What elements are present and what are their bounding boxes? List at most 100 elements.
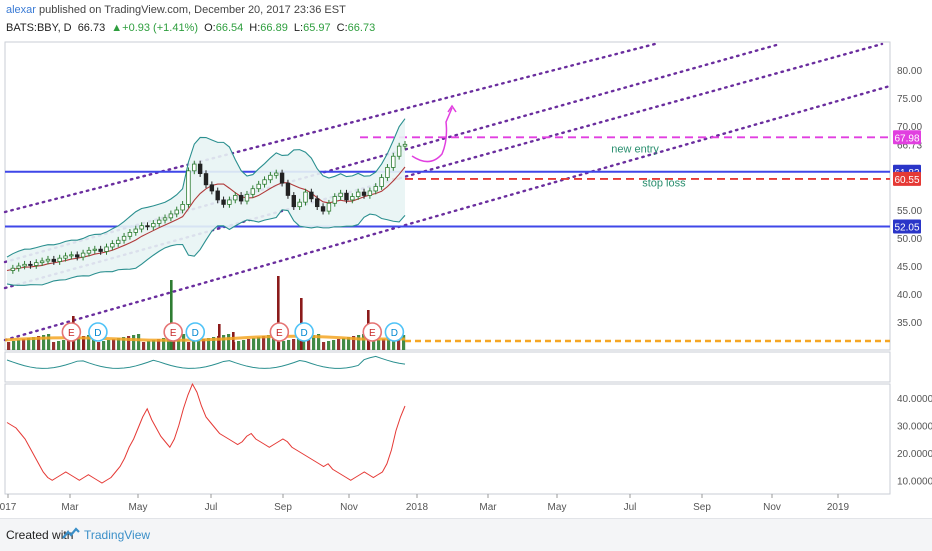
event-marker-icon [88,322,108,342]
volume-bar [312,335,316,350]
candle-body [133,228,138,233]
tradingview-brand-link[interactable]: TradingView [84,528,151,542]
volume-bar [157,339,161,350]
event-marker-icon [294,322,314,342]
close-value: 66.73 [347,22,376,34]
volume-bar [267,335,271,350]
event-marker-icon [384,322,405,342]
candle-body [174,209,179,215]
candle-body [361,191,367,196]
x-tick-label: Sep [274,502,292,513]
candle-body [344,192,349,201]
candle-body [350,196,355,201]
high-value: 66.89 [260,22,288,34]
up-arrow-icon: ▲ [111,22,123,34]
volume-spike [170,280,173,350]
volume-bar [12,341,16,350]
candle-body [385,167,390,178]
candle-body [373,186,378,192]
price-tag [893,130,921,145]
volume-spike [277,276,280,350]
candle-body [396,145,402,157]
volume-bar [402,335,406,350]
volume-bar [307,336,311,350]
x-tick-label: Mar [479,502,497,513]
x-tick-label: Sep [693,502,711,513]
candle-body [75,254,80,258]
event-marker-label: D [301,328,308,339]
candle-body [10,267,16,271]
volume-bar [132,335,136,350]
y-tick-label: 80.00 [897,66,922,77]
candle-body [315,198,320,208]
candle-body [309,191,314,200]
volume-bar [107,340,111,350]
candle-body [379,177,384,187]
symbol-info: BATS:BBY, D 66.73 ▲+0.93 (+1.41%) O:66.5… [6,22,375,34]
volume-bar [237,341,241,350]
open-value: 66.54 [215,22,244,34]
x-tick-label: 017 [0,502,17,513]
volume-bar [242,340,246,350]
channel-line [3,84,892,342]
candle-body [303,191,308,203]
author-link[interactable]: alexar [6,4,36,16]
volume-bar [292,339,296,350]
volume-bar [32,337,36,350]
candle-body [151,223,156,228]
candle-body [233,195,238,201]
volume-bar [257,337,261,350]
projection-path [411,107,453,163]
open-label: O: [204,22,216,34]
volume-bar [327,341,331,350]
price-tag-label: 52.05 [894,223,919,234]
price-tag-label: 67.98 [894,133,919,144]
volume-bar [17,340,21,350]
y-tick-label: 35.00 [897,318,922,329]
close-label: C: [336,22,348,34]
candle-body [256,183,261,190]
volume-bar [332,340,336,350]
volume-bar [147,341,151,350]
candle-body [402,143,408,147]
y-tick-label: 40.00 [897,290,922,301]
volume-bar [227,334,231,350]
volume-bar [212,337,216,350]
candle-body [16,265,21,269]
candle-body [203,173,209,186]
volume-bar [57,341,61,350]
chart-annotation: new entry [611,143,659,155]
chart-annotation: stop loss [642,177,686,189]
candle-body [221,199,226,205]
volume-bar [287,340,291,350]
created-with-text: Created with [6,528,74,542]
candle-body [215,190,220,201]
event-marker-label: E [68,328,75,339]
y-tick-label: 45.00 [897,262,922,273]
price-chart[interactable]: 80.00 75.00 70.00 66.73 55.00 50.00 45.00 40.00… [0,0,932,518]
moving-average [6,166,406,272]
volume-bar [302,337,306,350]
candle-body [326,202,332,212]
candle-body [274,172,279,176]
volume-bar [67,339,71,350]
event-marker-label: D [94,328,101,339]
volume-bar [317,334,321,350]
tradingview-logo-icon[interactable] [62,526,80,542]
indicator-y-tick: 40.0000 [897,394,932,405]
event-marker-label: E [369,328,376,339]
volume-bar [127,336,131,350]
candle-body [332,196,337,204]
candle-body [197,163,203,175]
sub-pane [4,351,891,383]
candle-body [268,174,273,181]
candle-body [28,263,33,266]
candle-body [162,217,168,221]
volume-bar [192,341,196,350]
volume-bar [197,340,201,350]
main-pane [4,41,891,351]
candle-body [63,255,68,259]
candle-body [262,179,267,185]
candle-body [39,260,45,264]
indicator-line [6,382,406,484]
